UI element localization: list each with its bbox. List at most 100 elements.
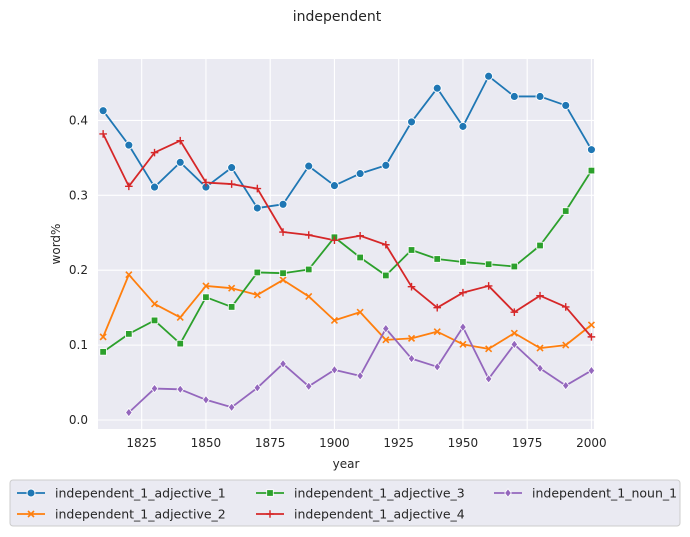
data-point-series-4: [227, 180, 236, 188]
data-point-series-1: [432, 83, 442, 93]
data-point-series-1: [407, 117, 416, 127]
data-point-series-1: [586, 145, 596, 155]
plot-area: [98, 59, 594, 429]
data-point-series-1: [304, 161, 314, 171]
x-tick-label: 1925: [383, 436, 414, 450]
data-point-series-4: [433, 303, 442, 312]
y-tick-label: 0.2: [69, 263, 88, 277]
x-axis-label: year: [333, 457, 360, 471]
x-tick-label: 1900: [319, 436, 350, 450]
data-point-series-2: [99, 333, 107, 341]
legend-box: [9, 479, 681, 527]
data-point-series-4: [330, 236, 339, 245]
data-point-series-3: [176, 339, 184, 348]
legend-swatch-marker: [27, 510, 35, 518]
data-point-series-5: [125, 407, 133, 418]
data-point-series-2: [150, 300, 159, 308]
data-point-series-4: [587, 333, 596, 341]
data-point-series-2: [536, 344, 544, 352]
legend-entry-5: independent_1_noun_1: [494, 486, 677, 501]
y-tick-label: 0.3: [69, 188, 88, 202]
chart-title: independent: [293, 9, 382, 25]
data-point-series-2: [407, 334, 416, 342]
data-point-series-3: [587, 166, 596, 175]
data-point-series-2: [202, 282, 210, 290]
data-point-series-1: [355, 169, 365, 179]
data-point-series-1: [509, 91, 519, 101]
data-point-series-1: [175, 157, 185, 167]
x-tick-label: 1875: [255, 436, 286, 450]
x-tick-labels: 1825 1850 1875 1900 1925 1950 1975 2000: [126, 436, 606, 450]
data-point-series-1: [252, 203, 262, 213]
data-point-series-5: [407, 353, 416, 364]
data-point-series-3: [484, 260, 493, 268]
data-point-series-5: [176, 384, 185, 395]
data-point-series-3: [510, 262, 519, 271]
data-point-series-2: [279, 276, 287, 284]
data-point-series-1: [381, 160, 391, 170]
data-point-series-4: [484, 282, 493, 290]
data-point-series-1: [98, 106, 108, 116]
series-line-2: [102, 273, 592, 350]
data-point-series-3: [562, 207, 570, 215]
data-point-series-5: [510, 339, 519, 350]
data-point-series-4: [304, 231, 313, 239]
data-point-series-4: [356, 231, 364, 240]
y-tick-label: 0.1: [69, 338, 88, 352]
data-point-series-3: [227, 303, 236, 311]
series-line-3: [102, 170, 593, 353]
data-point-series-5: [150, 383, 159, 394]
data-point-series-3: [382, 271, 390, 280]
legend-label: independent_1_adjective_2: [55, 507, 226, 522]
data-point-series-5: [561, 380, 570, 391]
data-point-series-5: [253, 382, 262, 393]
data-point-series-2: [125, 271, 133, 279]
data-point-series-2: [459, 340, 467, 348]
data-point-series-2: [510, 329, 518, 337]
data-point-series-2: [176, 313, 184, 321]
y-axis-label: word%: [49, 224, 63, 265]
data-point-series-4: [253, 184, 262, 193]
legend-label: independent_1_adjective_3: [294, 486, 465, 501]
data-point-series-5: [304, 381, 313, 392]
data-point-series-3: [202, 293, 210, 301]
data-point-series-4: [125, 182, 133, 191]
data-point-series-2: [587, 321, 595, 329]
data-point-series-2: [228, 284, 236, 292]
legend-entry-1: independent_1_adjective_1: [17, 486, 226, 501]
data-point-series-1: [150, 182, 159, 192]
data-point-series-3: [279, 269, 287, 277]
data-point-series-2: [253, 291, 261, 299]
data-point-series-3: [433, 255, 441, 263]
data-point-series-5: [330, 364, 339, 375]
data-point-series-3: [459, 258, 467, 266]
legend-entry-3: independent_1_adjective_3: [256, 486, 465, 501]
data-point-series-1: [561, 100, 571, 110]
x-tick-label: 1950: [448, 436, 479, 450]
data-point-series-5: [356, 370, 364, 381]
data-point-series-5: [536, 363, 544, 374]
data-point-series-2: [305, 292, 313, 300]
data-point-series-1: [484, 71, 494, 81]
legend-label: independent_1_adjective_1: [55, 486, 226, 501]
legend-entry-4: independent_1_adjective_4: [256, 507, 465, 522]
y-tick-labels: 0.0 0.1 0.2 0.3 0.4: [69, 113, 88, 427]
data-point-series-4: [510, 308, 519, 316]
data-point-series-4: [561, 303, 570, 311]
data-point-series-1: [329, 181, 339, 191]
x-tick-label: 1975: [512, 436, 543, 450]
data-point-series-5: [587, 365, 596, 376]
data-point-series-4: [150, 148, 159, 157]
data-point-series-5: [227, 402, 236, 413]
legend-label: independent_1_noun_1: [532, 486, 677, 501]
legend-swatch-marker: [266, 510, 274, 518]
data-point-series-4: [459, 288, 467, 297]
data-point-series-3: [253, 268, 262, 277]
data-point-series-2: [433, 328, 441, 336]
data-point-series-1: [458, 121, 468, 131]
data-point-series-5: [484, 373, 493, 384]
legend-swatch-marker: [504, 488, 512, 498]
legend-swatch-marker: [266, 489, 274, 497]
data-point-series-1: [535, 91, 545, 101]
